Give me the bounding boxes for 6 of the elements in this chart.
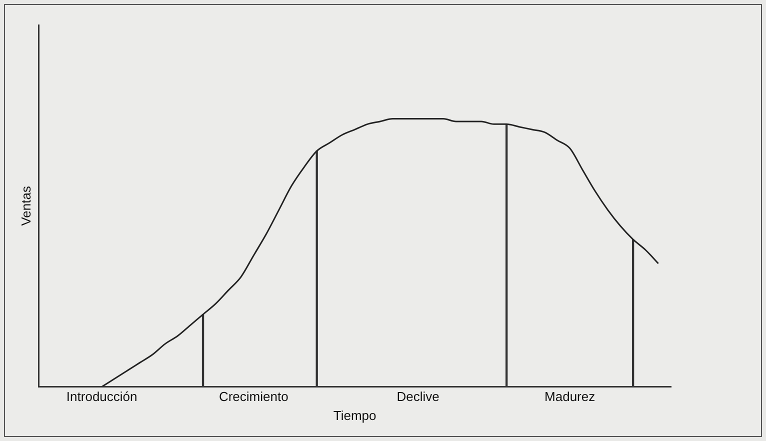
x-tick-label: Madurez bbox=[544, 389, 596, 404]
y-axis-title: Ventas bbox=[18, 186, 34, 226]
x-tick-label: Introducción bbox=[66, 389, 138, 404]
x-tick-label: Crecimiento bbox=[218, 389, 288, 404]
x-tick-label: Declive bbox=[396, 389, 440, 404]
x-axis-title: Tiempo bbox=[333, 408, 376, 423]
